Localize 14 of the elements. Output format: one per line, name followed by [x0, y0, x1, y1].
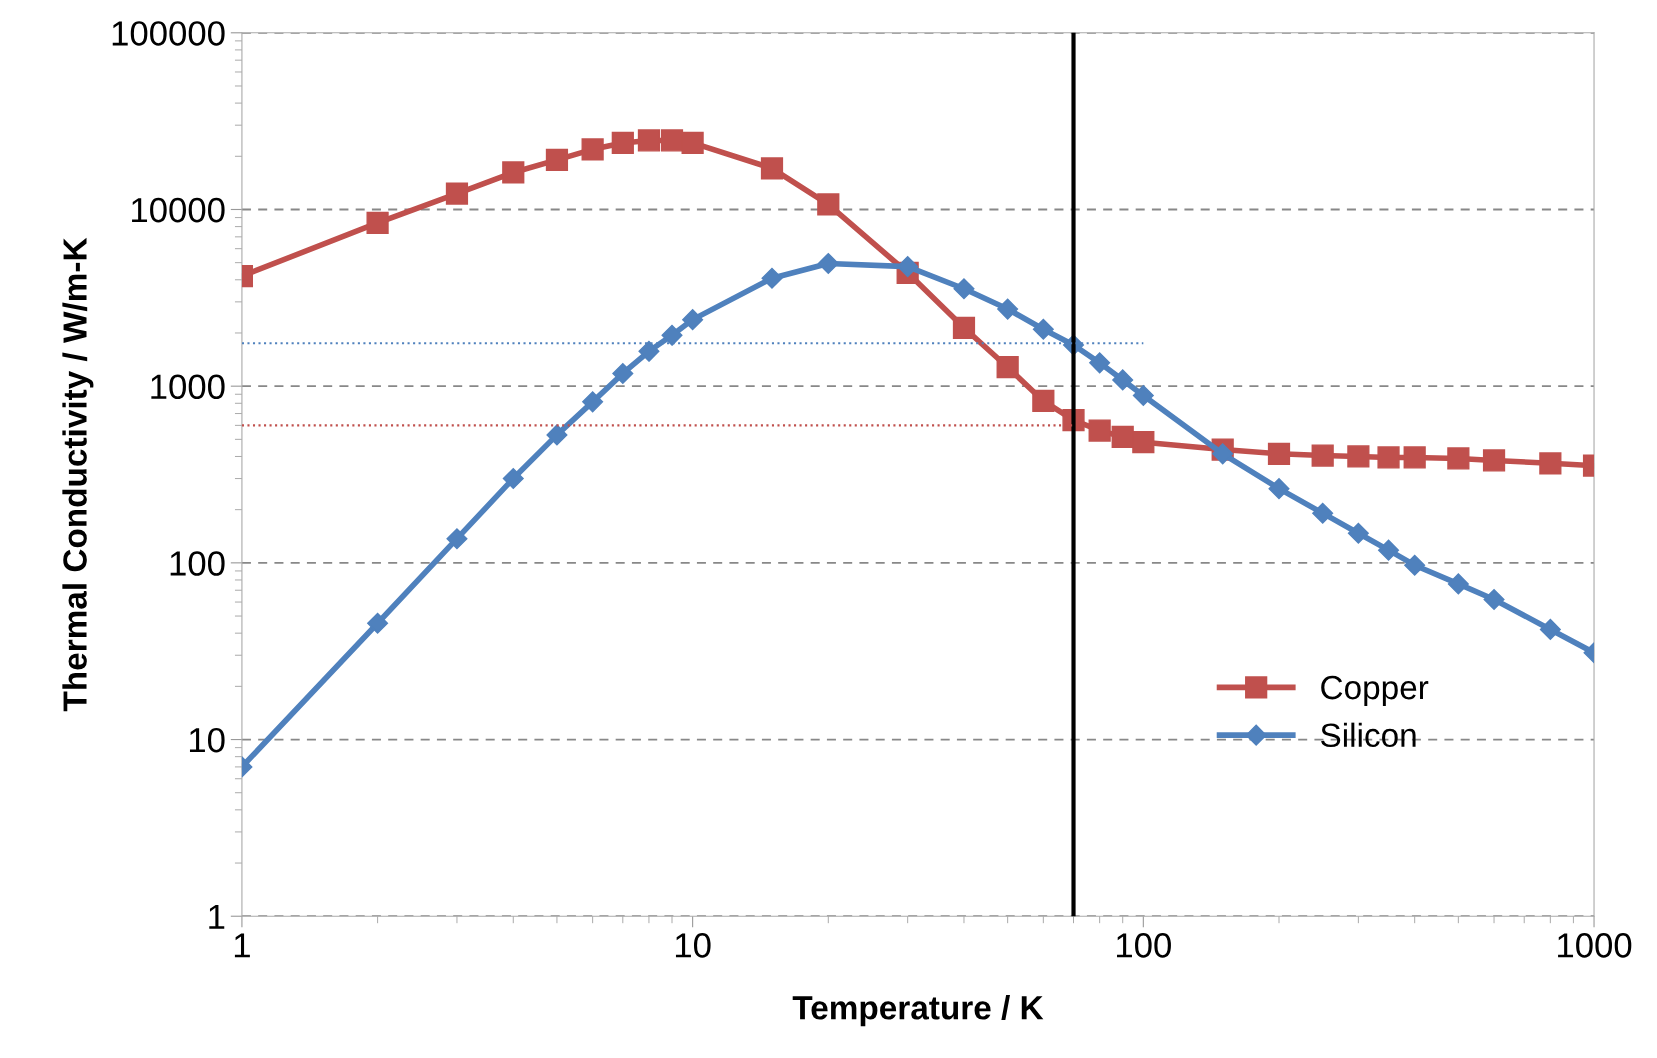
y-tick-label: 10 — [189, 727, 225, 753]
x-tick-label: 1 — [234, 933, 250, 958]
y-tick-label: 100000 — [112, 21, 225, 46]
x-tick-label: 10 — [675, 933, 711, 958]
y-tick-label: 10000 — [132, 197, 225, 223]
y-axis-title: Thermal Conductivity / W/m-K — [62, 237, 94, 712]
y-tick-label: 1 — [209, 904, 225, 929]
legend-label: Silicon — [1321, 722, 1416, 748]
legend-label: Copper — [1321, 675, 1429, 706]
y-tick-label: 100 — [170, 551, 225, 576]
x-tick-label: 1000 — [1558, 933, 1632, 958]
x-axis-title: Temperature / K — [792, 995, 1044, 1027]
y-tick-label: 1000 — [151, 374, 225, 400]
x-tick-label: 100 — [1117, 933, 1171, 958]
